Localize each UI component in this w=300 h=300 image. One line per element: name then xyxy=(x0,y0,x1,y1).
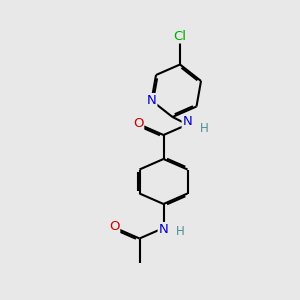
Text: H: H xyxy=(200,122,208,135)
Text: O: O xyxy=(133,116,143,130)
Text: H: H xyxy=(176,225,184,238)
Text: N: N xyxy=(183,115,192,128)
Text: N: N xyxy=(159,223,168,236)
Text: O: O xyxy=(109,220,119,233)
Text: N: N xyxy=(147,94,156,107)
Text: Cl: Cl xyxy=(173,29,187,43)
